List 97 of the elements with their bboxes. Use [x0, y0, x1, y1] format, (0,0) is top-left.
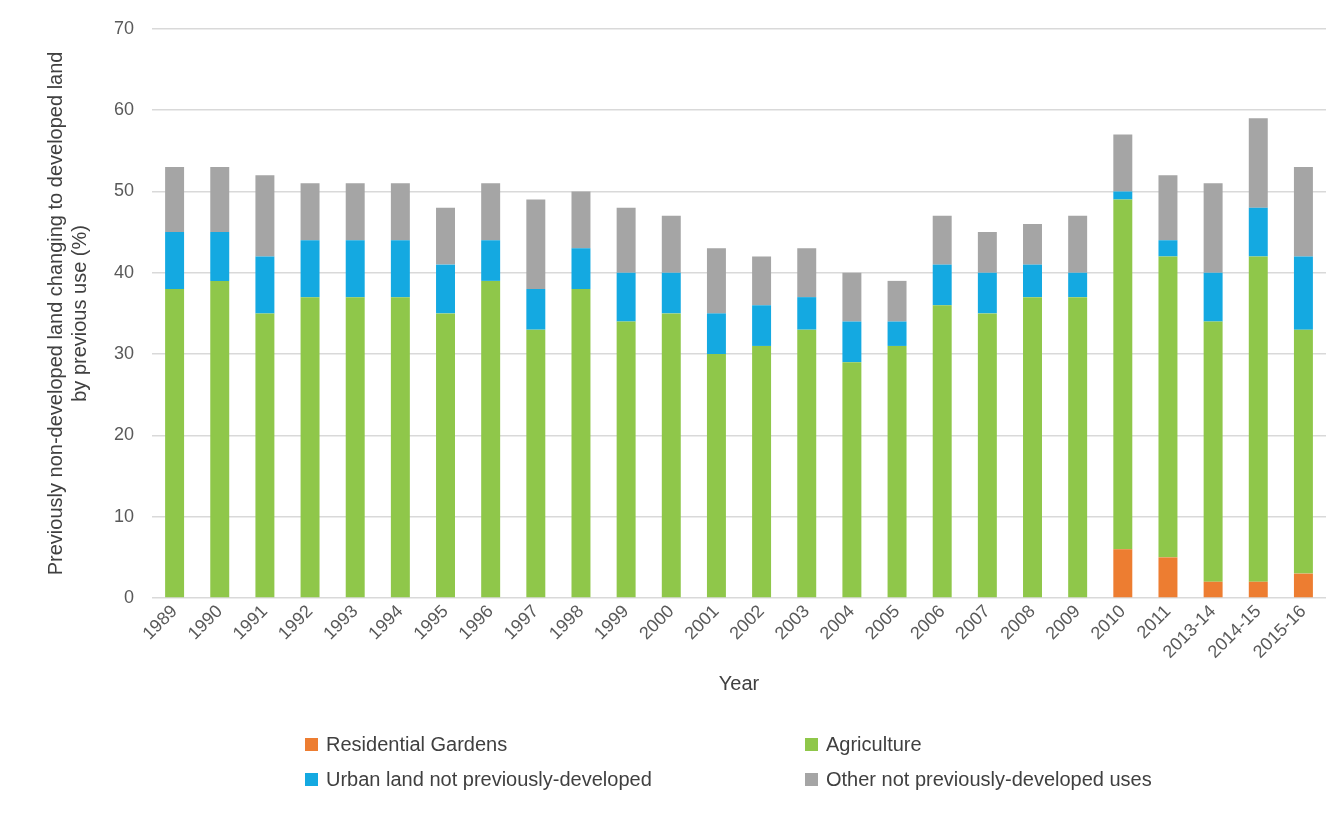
- bar: [1203, 272, 1223, 322]
- bar: [661, 313, 681, 598]
- bar: [1113, 199, 1133, 550]
- bar: [390, 183, 410, 241]
- bar: [571, 248, 591, 290]
- bar: [932, 264, 952, 306]
- bar: [1248, 207, 1268, 257]
- legend-label: Urban land not previously-developed: [326, 768, 652, 791]
- bar: [752, 256, 772, 306]
- bar: [887, 345, 907, 598]
- bar: [1203, 581, 1223, 598]
- bar: [1068, 297, 1088, 598]
- bar: [481, 240, 501, 281]
- bar: [436, 313, 455, 598]
- x-axis-title: Year: [718, 671, 760, 694]
- bar: [300, 297, 320, 598]
- bar: [1068, 272, 1088, 298]
- bar: [481, 183, 501, 241]
- bar: [345, 183, 365, 241]
- bar: [1113, 191, 1133, 200]
- bar: [1203, 321, 1223, 582]
- bar: [255, 313, 275, 598]
- y-tick-label: 60: [113, 99, 135, 120]
- bar: [1158, 557, 1178, 598]
- bar: [526, 329, 546, 598]
- bar: [300, 183, 320, 241]
- bar: [752, 345, 772, 598]
- bar: [1158, 175, 1178, 241]
- bar: [797, 297, 817, 330]
- bar: [1203, 183, 1223, 273]
- bar: [526, 199, 546, 290]
- bar: [616, 272, 636, 322]
- bar: [1023, 297, 1042, 598]
- y-tick-label: 10: [113, 505, 135, 526]
- bar: [842, 321, 862, 363]
- bar: [165, 167, 185, 233]
- bar: [706, 248, 726, 314]
- y-tick-label: 20: [113, 424, 135, 445]
- bar: [526, 289, 546, 330]
- bar: [436, 264, 455, 314]
- bar: [165, 289, 185, 598]
- bar: [390, 240, 410, 298]
- y-tick-label: 40: [113, 261, 135, 282]
- bar: [1248, 118, 1268, 208]
- bar: [165, 232, 185, 290]
- bar: [887, 321, 907, 346]
- bar: [706, 354, 726, 598]
- bar: [797, 329, 817, 598]
- bar: [661, 272, 681, 314]
- bar: [436, 207, 455, 265]
- bar: [706, 313, 726, 355]
- bar: [932, 215, 952, 265]
- bar: [977, 232, 997, 273]
- bar: [1248, 256, 1268, 582]
- bar: [842, 362, 862, 598]
- bar: [797, 248, 817, 298]
- bar: [481, 280, 501, 598]
- y-tick-label: 50: [113, 180, 135, 201]
- bar: [1158, 240, 1178, 257]
- y-tick-label: 30: [113, 343, 135, 364]
- y-tick-label: 0: [124, 586, 135, 607]
- bar: [1293, 573, 1313, 598]
- bar: [977, 313, 997, 598]
- legend-label: Residential Gardens: [326, 733, 508, 756]
- bar: [1113, 549, 1133, 598]
- bar: [571, 289, 591, 598]
- bar: [571, 191, 591, 249]
- bar: [887, 280, 907, 322]
- bar: [1023, 264, 1042, 298]
- legend-label: Agriculture: [826, 733, 922, 756]
- bar: [1158, 256, 1178, 558]
- legend-label: Other not previously-developed uses: [826, 768, 1152, 791]
- bar: [345, 240, 365, 298]
- bar: [1293, 167, 1313, 257]
- bar: [390, 297, 410, 598]
- y-axis-title: Previously non-developed land changing to developed land by previous use (%): [43, 51, 90, 576]
- bar: [661, 215, 681, 273]
- bar: [1068, 215, 1088, 273]
- bar: [1293, 256, 1313, 330]
- bar: [210, 167, 230, 233]
- bar: [932, 305, 952, 598]
- bar: [345, 297, 365, 598]
- bar: [1113, 134, 1133, 192]
- bar: [255, 256, 275, 314]
- bar: [255, 175, 275, 257]
- bar: [616, 321, 636, 598]
- bar: [842, 272, 862, 322]
- bar: [210, 280, 230, 598]
- bar: [210, 232, 230, 281]
- bar: [1293, 329, 1313, 574]
- bar: [300, 240, 320, 298]
- y-tick-label: 70: [113, 17, 135, 38]
- bar: [1248, 581, 1268, 598]
- bar: [1023, 223, 1042, 265]
- bar: [616, 207, 636, 273]
- bar: [977, 272, 997, 314]
- bar: [752, 305, 772, 346]
